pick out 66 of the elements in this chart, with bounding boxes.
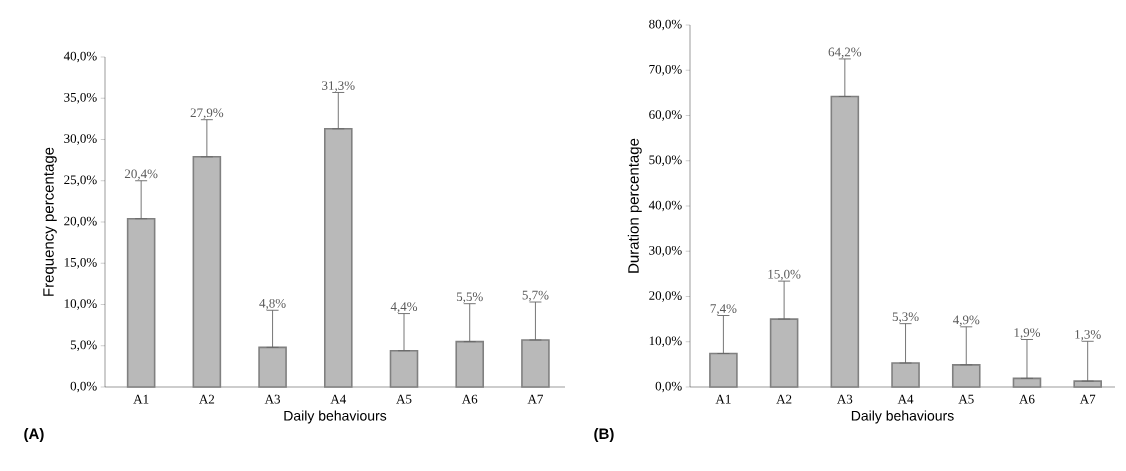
x-tick-label: A5: [396, 394, 412, 404]
y-tick-label: 40,0%: [648, 200, 682, 212]
bar: [521, 339, 550, 388]
x-tick-label: A4: [330, 394, 347, 404]
data-label: 4,9%: [952, 315, 980, 327]
data-label: 1,3%: [1075, 329, 1101, 341]
data-label: 64,2%: [828, 47, 862, 59]
bar: [1073, 380, 1102, 388]
data-label: 31,3%: [322, 81, 355, 92]
y-axis-title: Duration percentage: [627, 138, 642, 273]
y-tick-label: 60,0%: [649, 110, 682, 121]
x-tick-label: A3: [837, 394, 853, 404]
y-tick-label: 70,0%: [649, 64, 682, 76]
data-label: 5,3%: [892, 312, 919, 323]
data-label: 1,9%: [1014, 328, 1041, 339]
data-label: 7,4%: [710, 304, 737, 315]
x-tick-label: A4: [897, 394, 914, 404]
bar: [830, 95, 860, 388]
x-tick-label: A2: [776, 394, 792, 404]
data-label: 15,0%: [768, 269, 801, 281]
bar: [192, 156, 222, 388]
bar: [951, 364, 981, 388]
x-tick-label: A2: [199, 394, 215, 404]
data-label: 5,5%: [456, 292, 483, 303]
y-tick-label: 10,0%: [64, 299, 97, 310]
y-tick-label: 20,0%: [64, 216, 97, 228]
y-tick-label: 0,0%: [70, 381, 97, 393]
text: (B): [594, 428, 614, 442]
bar: [258, 346, 287, 388]
y-tick-label: 30,0%: [64, 134, 97, 145]
x-tick-label: A6: [1019, 394, 1035, 404]
x-axis-title: Daily behaviours: [851, 410, 954, 424]
y-tick-label: 10,0%: [649, 336, 682, 348]
y-tick-label: 80,0%: [649, 19, 682, 31]
bar: [126, 217, 156, 388]
y-tick-label: 30,0%: [649, 245, 682, 257]
y-tick-label: 50,0%: [649, 155, 682, 167]
y-tick-label: 25,0%: [64, 175, 97, 187]
bar: [323, 127, 353, 388]
x-tick-label: A6: [461, 394, 478, 404]
y-axis-title: Frequency percentage: [43, 147, 57, 296]
y-tick-label: 20,0%: [649, 291, 682, 302]
bar: [455, 340, 485, 388]
bar: [709, 352, 738, 388]
text: (A): [24, 428, 44, 442]
x-tick-label: A7: [1079, 394, 1096, 404]
bar: [389, 349, 419, 388]
data-label: 5,7%: [522, 290, 549, 302]
bar: [1012, 377, 1042, 388]
data-label: 27,9%: [190, 108, 224, 119]
x-tick-label: A7: [527, 394, 543, 404]
x-tick-label: A1: [715, 394, 731, 404]
y-tick-label: 5,0%: [70, 340, 97, 352]
x-axis-title: Daily behaviours: [284, 410, 387, 424]
y-tick-label: 0,0%: [655, 381, 682, 393]
x-tick-label: A5: [958, 394, 974, 404]
x-tick-label: A1: [133, 394, 149, 404]
y-tick-label: 40,0%: [63, 51, 97, 63]
y-tick-label: 15,0%: [64, 257, 97, 269]
data-label: 4,4%: [390, 302, 418, 313]
y-tick-label: 35,0%: [64, 92, 97, 104]
bar: [769, 318, 799, 388]
data-label: 20,4%: [124, 169, 158, 181]
bar: [891, 362, 920, 388]
x-tick-label: A3: [264, 394, 281, 404]
data-label: 4,8%: [259, 298, 286, 310]
